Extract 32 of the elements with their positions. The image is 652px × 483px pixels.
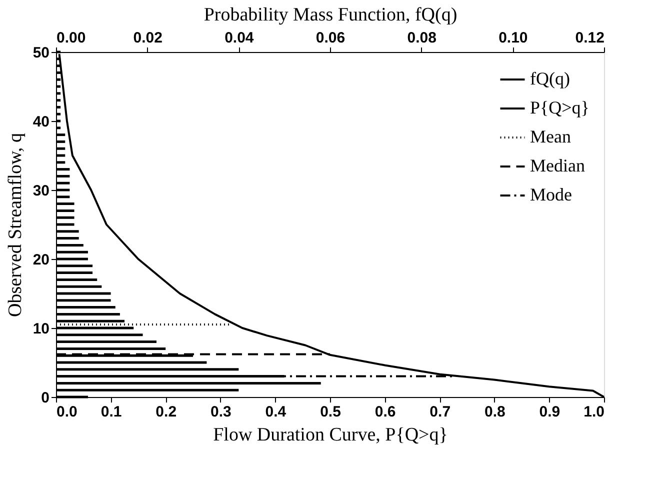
x-tick-label: 1.0 bbox=[584, 404, 604, 420]
legend-label: fQ(q) bbox=[530, 68, 570, 88]
x-axis-title: Flow Duration Curve, P{Q>q} bbox=[213, 424, 448, 446]
y-tick-label: 10 bbox=[32, 320, 50, 338]
y-tick-label: 20 bbox=[32, 252, 50, 268]
x-tick-label: 0.0 bbox=[56, 404, 78, 420]
x2-tick-label: 0.00 bbox=[56, 30, 86, 46]
y-axis-title: Observed Streamflow, q bbox=[4, 132, 26, 317]
x2-tick-label: 0.04 bbox=[224, 30, 254, 46]
y-tick-label: 40 bbox=[32, 114, 50, 130]
x-tick-label: 0.3 bbox=[210, 404, 232, 420]
legend-label: Mean bbox=[530, 126, 571, 146]
y-tick-label: 0 bbox=[41, 390, 50, 406]
x-tick-label: 0.6 bbox=[374, 404, 396, 420]
x-tick-label: 0.7 bbox=[430, 404, 451, 420]
legend-label: P{Q>q} bbox=[530, 98, 590, 118]
x2-tick-label: 0.10 bbox=[498, 30, 528, 46]
x2-tick-label: 0.12 bbox=[575, 30, 604, 46]
x-tick-label: 0.5 bbox=[320, 404, 341, 420]
x-tick-label: 0.9 bbox=[539, 404, 560, 420]
y-tick-label: 50 bbox=[32, 44, 50, 62]
legend-label: Mode bbox=[530, 184, 572, 204]
x-tick-label: 0.2 bbox=[156, 404, 177, 420]
x2-tick-label: 0.02 bbox=[133, 30, 162, 46]
x-tick-label: 0.8 bbox=[484, 404, 506, 420]
x2-axis-title: Probability Mass Function, fQ(q) bbox=[204, 4, 458, 26]
legend-label: Median bbox=[530, 156, 585, 176]
x2-tick-label: 0.06 bbox=[316, 30, 346, 46]
y-tick-label: 30 bbox=[32, 182, 50, 200]
x-tick-label: 0.1 bbox=[100, 404, 122, 420]
x-tick-label: 0.4 bbox=[265, 404, 287, 420]
x2-tick-label: 0.08 bbox=[407, 30, 436, 46]
